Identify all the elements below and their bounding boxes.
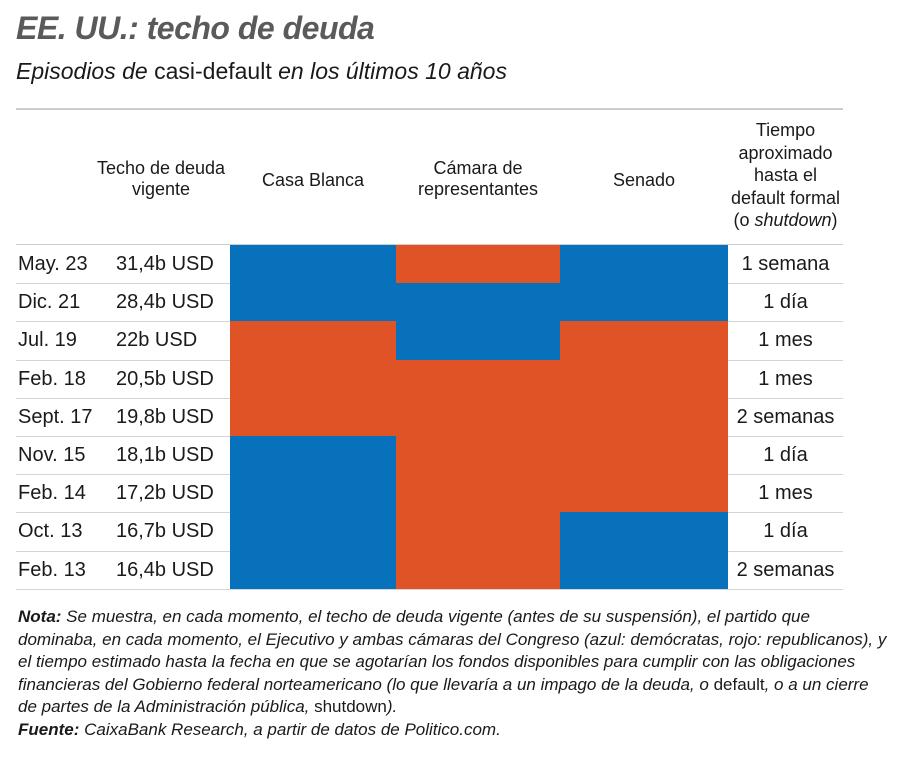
- party-block-white-house: [230, 551, 396, 589]
- party-block-white-house: [230, 360, 396, 398]
- subtitle-part-2: casi-default: [154, 58, 272, 84]
- party-block-house: [396, 512, 560, 551]
- party-block-house: [396, 360, 560, 398]
- row-date: Feb. 13: [18, 559, 86, 581]
- row-date: Jul. 19: [18, 329, 77, 351]
- party-block-white-house: [230, 398, 396, 436]
- top-divider: [16, 108, 843, 110]
- row-ceiling: 16,7b USD: [116, 520, 214, 542]
- note-shutdown-word: shutdown: [314, 697, 387, 716]
- row-ceiling: 17,2b USD: [116, 482, 214, 504]
- row-date: Nov. 15: [18, 444, 86, 466]
- note-text-1: Se muestra, en cada momento, el techo de…: [18, 607, 887, 694]
- column-header-ceiling: Techo de deuda vigente: [86, 158, 236, 200]
- row-date: May. 23: [18, 253, 88, 275]
- source-text: CaixaBank Research, a partir de datos de…: [79, 719, 501, 739]
- party-block-senate: [560, 321, 728, 360]
- party-block-senate: [560, 245, 728, 283]
- column-header-time-line-2: aproximado: [738, 142, 833, 163]
- row-ceiling: 28,4b USD: [116, 291, 214, 313]
- row-divider: [16, 589, 843, 590]
- note-default-word: default: [713, 674, 765, 694]
- column-header-time-line-3: hasta el: [753, 165, 818, 185]
- party-block-house: [396, 283, 560, 321]
- party-block-white-house: [230, 474, 396, 512]
- row-time-to-default: 2 semanas: [736, 406, 835, 428]
- row-time-to-default: 1 mes: [758, 482, 813, 504]
- chart-title: EE. UU.: techo de deuda: [16, 10, 375, 46]
- column-header-house-line-2: representantes: [417, 179, 539, 199]
- column-header-ceiling-line-1: Techo de deuda: [96, 158, 226, 178]
- column-header-house: Cámara de representantes: [396, 158, 560, 200]
- party-block-house: [396, 551, 560, 589]
- party-block-senate: [560, 360, 728, 398]
- column-header-time-line-5: (o shutdown): [713, 209, 858, 232]
- time-header-shutdown: shutdown: [754, 210, 832, 230]
- row-date: Feb. 18: [18, 368, 86, 390]
- time-header-pre: (o: [733, 210, 755, 230]
- party-block-white-house: [230, 436, 396, 474]
- subtitle-part-3: en los últimos 10 años: [271, 58, 507, 84]
- column-header-white-house: Casa Blanca: [261, 170, 365, 190]
- note-text-3: ).: [386, 697, 398, 716]
- row-date: Sept. 17: [18, 406, 93, 428]
- party-block-senate: [560, 512, 728, 551]
- time-header-post: ): [831, 210, 838, 230]
- column-header-ceiling-line-2: vigente: [131, 179, 191, 199]
- party-block-white-house: [230, 245, 396, 283]
- row-ceiling: 22b USD: [116, 329, 198, 351]
- party-block-house: [396, 436, 560, 474]
- header-divider: [16, 244, 843, 245]
- party-block-senate: [560, 283, 728, 321]
- party-block-house: [396, 245, 560, 283]
- row-time-to-default: 2 semanas: [736, 559, 835, 581]
- column-header-house-line-1: Cámara de: [433, 158, 523, 178]
- column-header-time-line-1: Tiempo: [755, 120, 816, 140]
- row-time-to-default: 1 semana: [741, 253, 830, 275]
- row-date: Feb. 14: [18, 482, 86, 504]
- row-ceiling: 18,1b USD: [116, 444, 214, 466]
- row-time-to-default: 1 día: [763, 520, 808, 542]
- source-label: Fuente:: [18, 719, 80, 739]
- party-block-senate: [560, 474, 728, 512]
- party-block-white-house: [230, 321, 396, 360]
- party-block-senate: [560, 398, 728, 436]
- row-ceiling: 31,4b USD: [116, 253, 214, 275]
- note-text-2: , o a un cierre de partes de la Administ…: [18, 674, 869, 717]
- column-header-time-line-4: default formal: [730, 187, 841, 208]
- row-date: Dic. 21: [18, 291, 81, 313]
- row-date: Oct. 13: [18, 520, 83, 542]
- footnote: Nota: Se muestra, en cada momento, el te…: [18, 606, 888, 741]
- row-ceiling: 20,5b USD: [116, 368, 214, 390]
- row-time-to-default: 1 día: [763, 291, 808, 313]
- row-time-to-default: 1 día: [763, 444, 808, 466]
- column-header-time: Tiempo aproximado hasta el default forma…: [713, 119, 858, 232]
- party-block-white-house: [230, 512, 396, 551]
- party-block-house: [396, 398, 560, 436]
- party-block-house: [396, 474, 560, 512]
- row-ceiling: 16,4b USD: [116, 559, 214, 581]
- row-time-to-default: 1 mes: [758, 368, 813, 390]
- row-time-to-default: 1 mes: [758, 329, 813, 351]
- column-header-senate: Senado: [612, 170, 676, 190]
- note-label: Nota:: [18, 607, 62, 626]
- party-block-senate: [560, 436, 728, 474]
- party-block-house: [396, 321, 560, 360]
- chart-subtitle: Episodios de casi-default en los últimos…: [16, 58, 507, 85]
- subtitle-part-1: Episodios de: [16, 58, 155, 84]
- row-ceiling: 19,8b USD: [116, 406, 214, 428]
- party-block-senate: [560, 551, 728, 589]
- party-block-white-house: [230, 283, 396, 321]
